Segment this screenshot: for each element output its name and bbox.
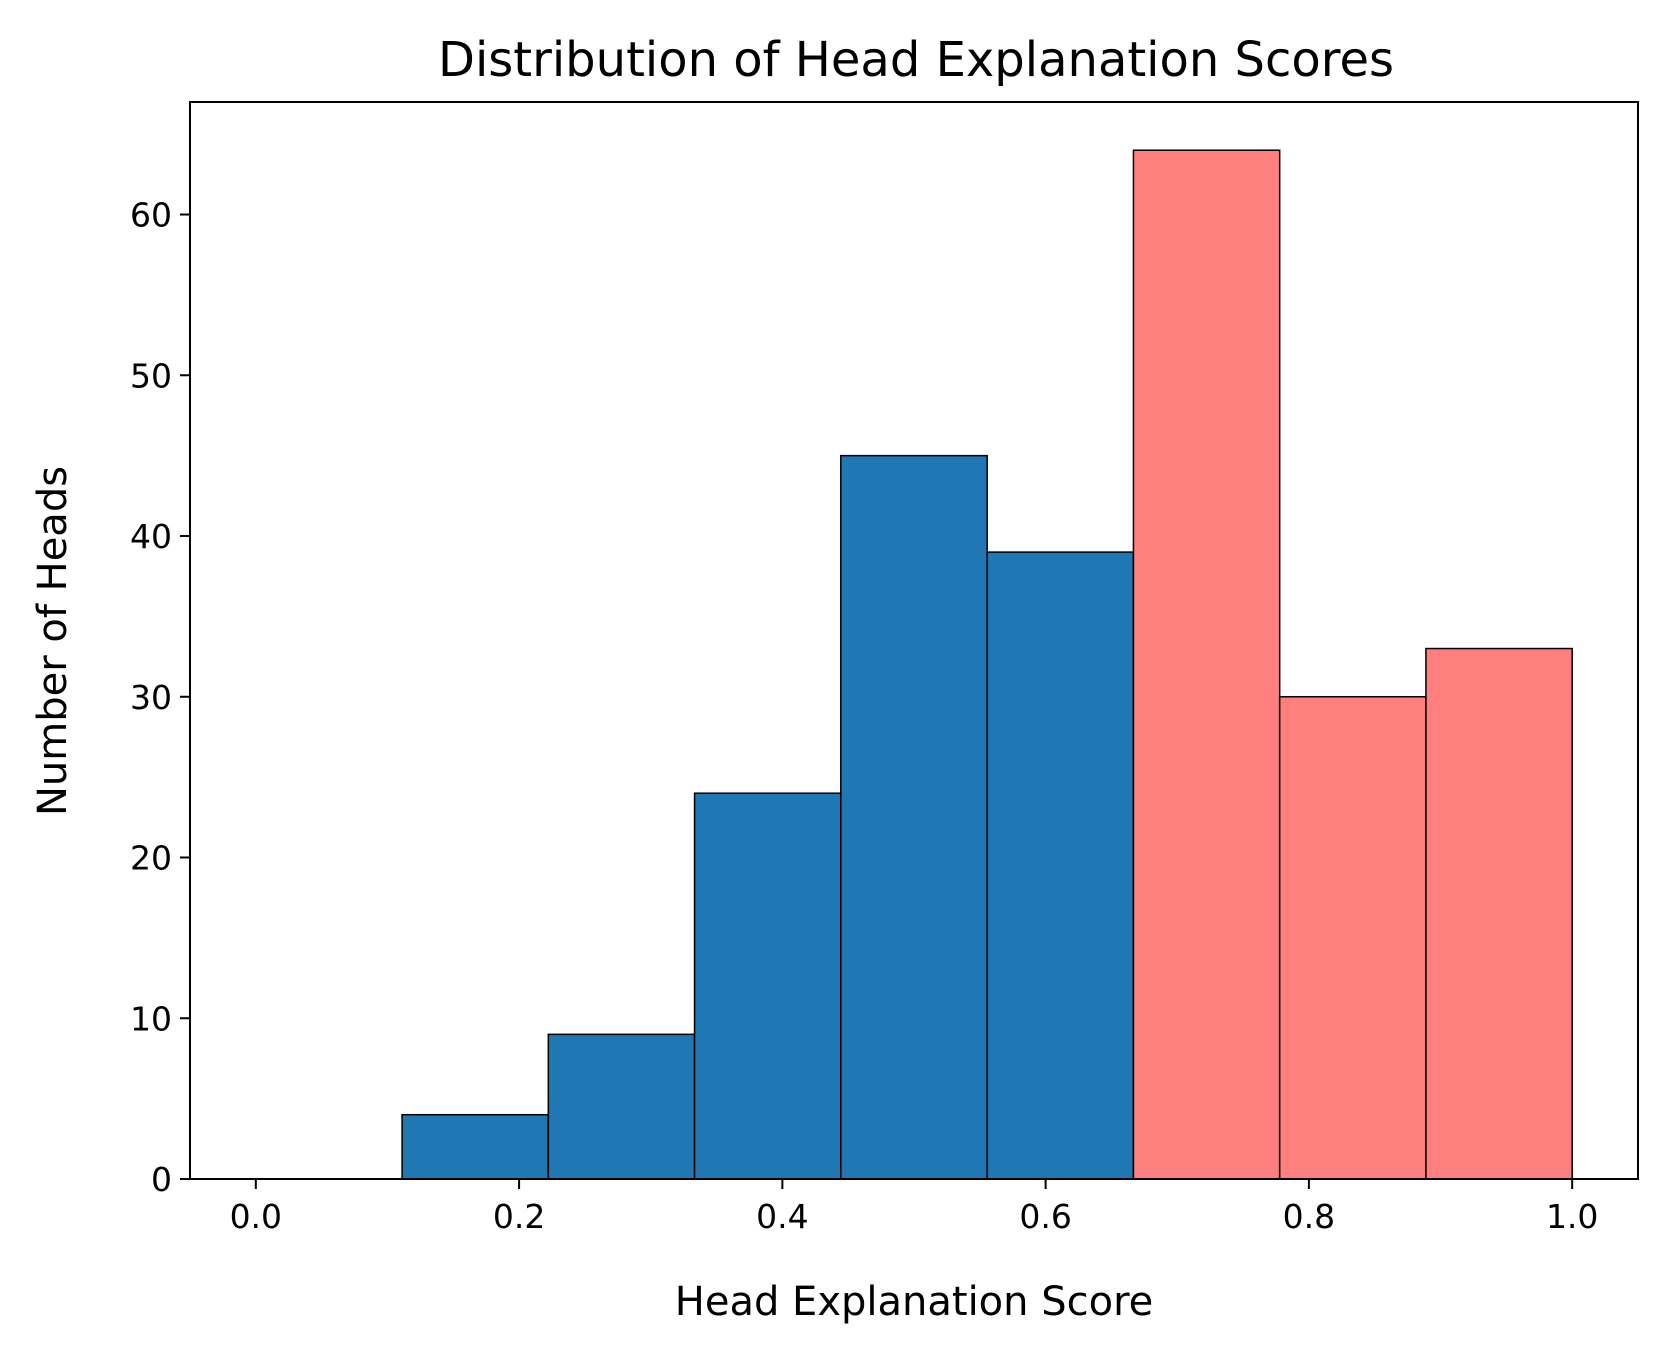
x-tick-label-2: 0.4 bbox=[756, 1197, 808, 1236]
histogram-bar-7 bbox=[1278, 696, 1427, 1180]
y-tick-label-5: 50 bbox=[130, 356, 172, 395]
x-tick-label-3: 0.6 bbox=[1019, 1197, 1071, 1236]
histogram-bar-4 bbox=[840, 454, 988, 1180]
y-tick-label-3: 30 bbox=[130, 678, 172, 717]
x-axis-ticks: 0.0 0.2 0.4 0.6 0.8 1.0 bbox=[230, 1179, 1598, 1236]
x-tick-label-4: 0.8 bbox=[1283, 1197, 1335, 1236]
chart-title: Distribution of Head Explanation Scores bbox=[438, 32, 1394, 88]
y-tick-label-2: 20 bbox=[130, 839, 172, 878]
y-tick-label-6: 60 bbox=[130, 196, 172, 235]
histogram-bar-5 bbox=[986, 551, 1135, 1180]
y-axis-label: Number of Heads bbox=[30, 466, 76, 816]
histogram-bar-1 bbox=[401, 1113, 550, 1180]
y-axis-ticks: 0 10 20 30 40 50 60 bbox=[130, 196, 190, 1199]
histogram-bar-6 bbox=[1132, 149, 1281, 1180]
histogram-bar-2 bbox=[547, 1033, 696, 1180]
bars-layer bbox=[401, 149, 1573, 1180]
x-tick-label-0: 0.0 bbox=[230, 1197, 282, 1236]
y-tick-label-1: 10 bbox=[130, 999, 172, 1038]
x-axis-label: Head Explanation Score bbox=[675, 1279, 1154, 1325]
y-tick-label-0: 0 bbox=[151, 1160, 172, 1199]
y-tick-label-4: 40 bbox=[130, 517, 172, 556]
x-tick-label-1: 0.2 bbox=[493, 1197, 545, 1236]
histogram-bar-3 bbox=[693, 792, 842, 1180]
x-tick-label-5: 1.0 bbox=[1546, 1197, 1598, 1236]
plot-area-frame bbox=[189, 101, 1639, 1180]
histogram-bar-8 bbox=[1425, 647, 1573, 1180]
